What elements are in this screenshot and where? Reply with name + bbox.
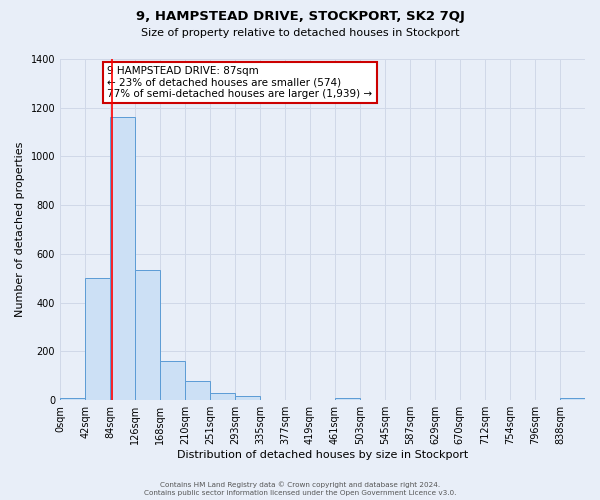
Text: Contains HM Land Registry data © Crown copyright and database right 2024.: Contains HM Land Registry data © Crown c… <box>160 481 440 488</box>
Bar <box>135 270 160 400</box>
Text: Contains public sector information licensed under the Open Government Licence v3: Contains public sector information licen… <box>144 490 456 496</box>
Bar <box>85 278 110 400</box>
Bar <box>110 118 135 400</box>
Bar <box>235 396 260 400</box>
Text: Size of property relative to detached houses in Stockport: Size of property relative to detached ho… <box>141 28 459 38</box>
Bar <box>560 398 585 400</box>
X-axis label: Distribution of detached houses by size in Stockport: Distribution of detached houses by size … <box>177 450 468 460</box>
Bar <box>210 393 235 400</box>
Bar <box>185 380 210 400</box>
Text: 9, HAMPSTEAD DRIVE, STOCKPORT, SK2 7QJ: 9, HAMPSTEAD DRIVE, STOCKPORT, SK2 7QJ <box>136 10 464 23</box>
Bar <box>160 361 185 400</box>
Bar <box>335 398 360 400</box>
Text: 9 HAMPSTEAD DRIVE: 87sqm
← 23% of detached houses are smaller (574)
77% of semi-: 9 HAMPSTEAD DRIVE: 87sqm ← 23% of detach… <box>107 66 373 99</box>
Bar <box>60 398 85 400</box>
Y-axis label: Number of detached properties: Number of detached properties <box>15 142 25 318</box>
